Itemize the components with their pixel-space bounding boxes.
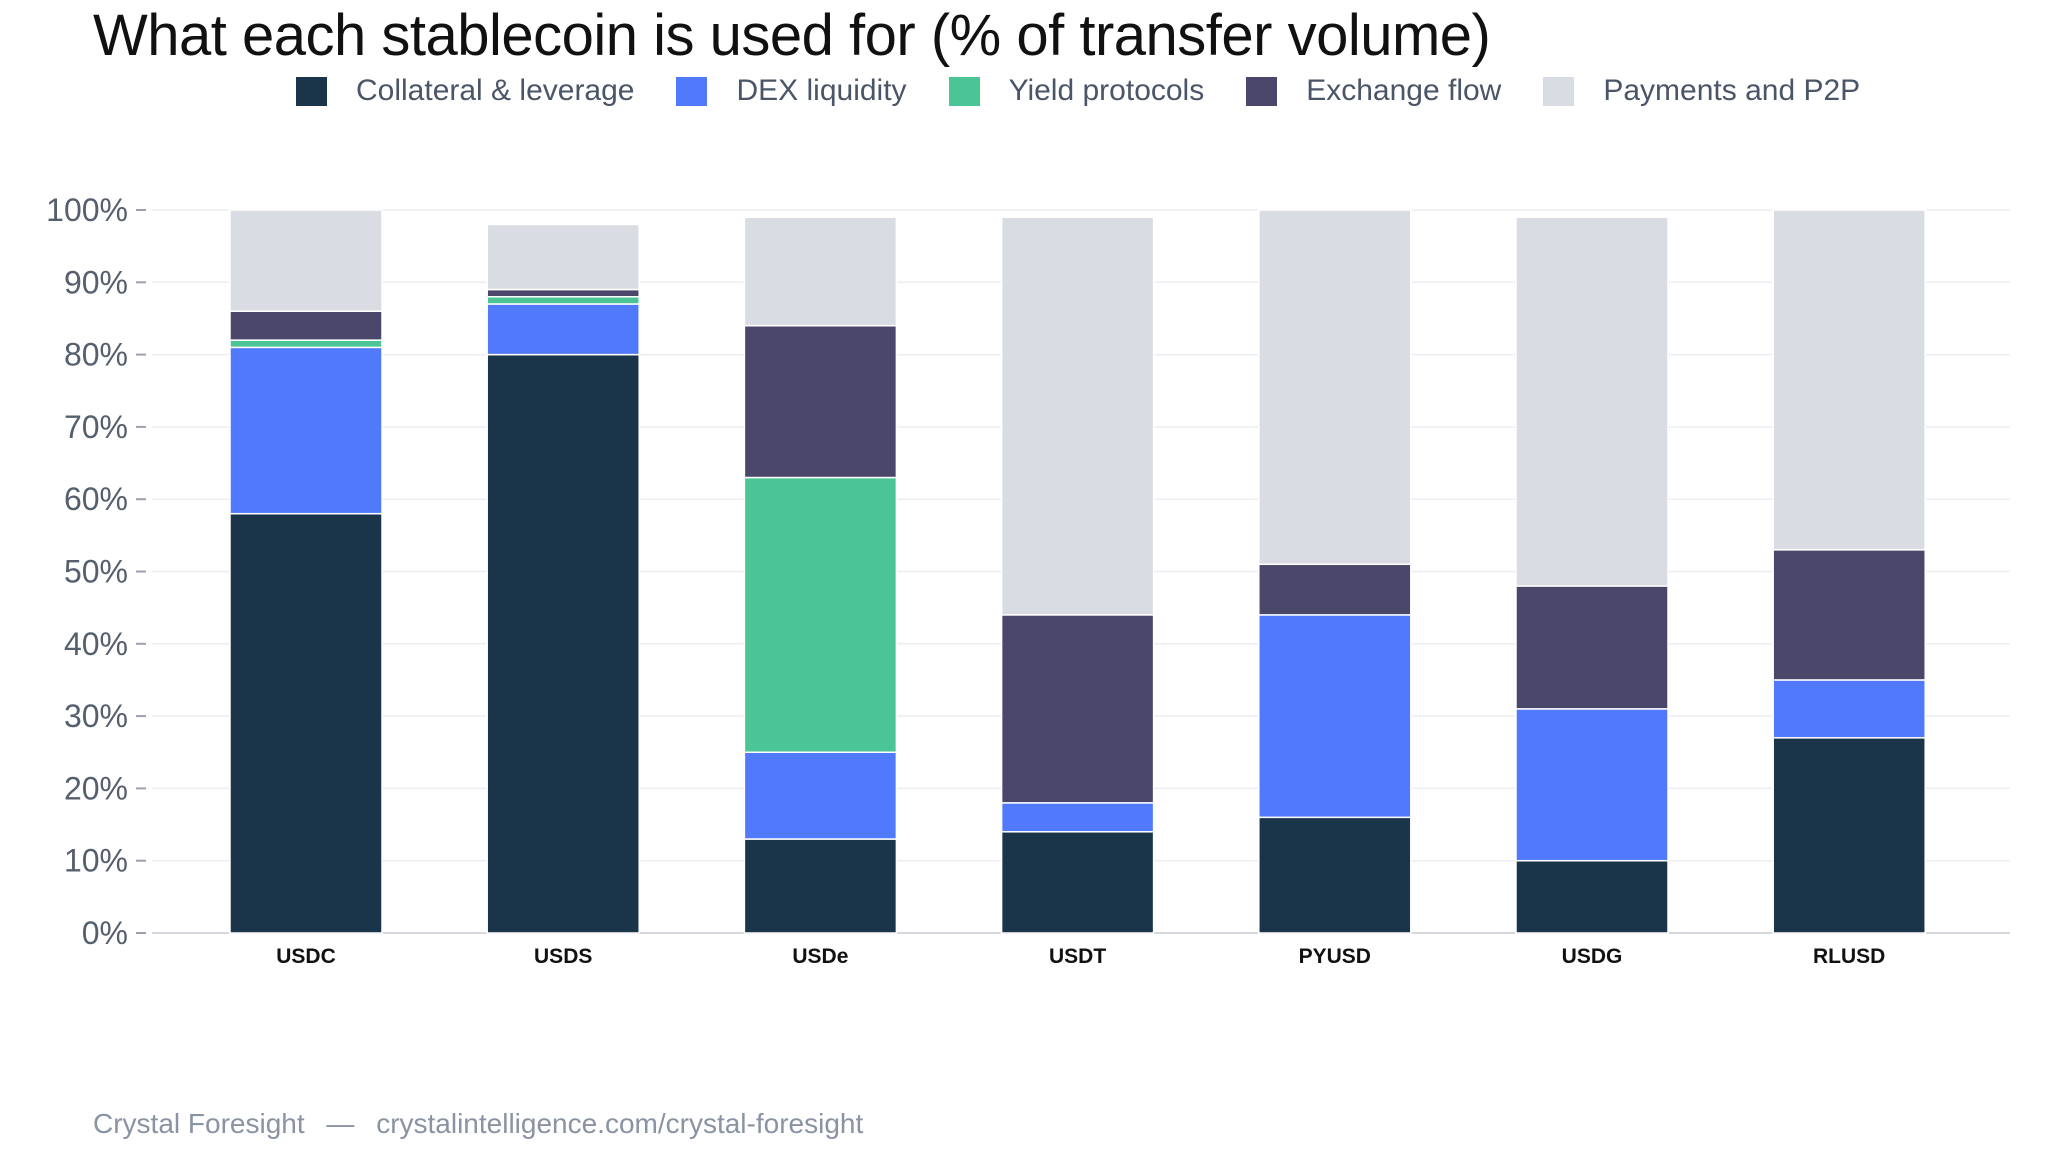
bar-stack-rlusd: [1772, 209, 1926, 934]
x-tick-label: USDT: [1049, 945, 1106, 968]
bar-segment: [743, 216, 898, 327]
legend-item: Yield protocols: [948, 74, 1205, 108]
y-tick-label: 40%: [64, 626, 128, 662]
bar-stack-usdc: [229, 209, 383, 934]
bar-segment: [1000, 802, 1155, 833]
y-tick-label: 20%: [64, 770, 128, 806]
legend-swatch: [1543, 76, 1575, 106]
x-tick-label: USDS: [534, 945, 592, 968]
bar-segment: [1000, 614, 1155, 804]
chart-legend: Collateral & leverage DEX liquidity Yield …: [296, 74, 1902, 108]
y-tick-label: 0%: [82, 915, 128, 951]
bar-segment: [229, 339, 383, 349]
bar-stack-usdt: [1000, 216, 1155, 934]
footer: Crystal Foresight — crystalintelligence.…: [93, 1108, 863, 1140]
bar-stack-usds: [486, 223, 640, 934]
bar-segment: [1772, 209, 1926, 551]
x-tick-label: RLUSD: [1813, 945, 1885, 968]
bar-segment: [1258, 816, 1412, 934]
bar-segment: [1000, 831, 1155, 934]
bar-segment: [1515, 585, 1669, 710]
y-tick-label: 60%: [64, 481, 128, 517]
legend-label: Yield protocols: [1008, 74, 1205, 107]
legend-swatch: [296, 76, 327, 106]
bar-segment: [743, 751, 898, 840]
bar-segment: [1000, 216, 1155, 616]
bar-segment: [1772, 549, 1926, 681]
footer-source: Crystal Foresight: [93, 1108, 305, 1139]
legend-item: DEX liquidity: [676, 74, 907, 108]
legend-item: Collateral & leverage: [296, 74, 634, 108]
chart-title: What each stablecoin is used for (% of t…: [93, 3, 1491, 68]
bars: [229, 209, 1926, 934]
y-tick-label: 100%: [46, 192, 128, 228]
bar-segment: [229, 346, 383, 515]
bar-segment: [229, 512, 383, 934]
legend-label: Payments and P2P: [1603, 74, 1861, 107]
y-tick-label: 80%: [64, 337, 128, 373]
y-tick-label: 30%: [64, 698, 128, 734]
legend-label: Collateral & leverage: [356, 74, 635, 107]
bar-segment: [1258, 209, 1412, 566]
y-axis: 0% 10% 20% 30% 40% 50% 60% 70% 80% 90% 100%: [46, 192, 146, 951]
bar-segment: [1515, 708, 1669, 862]
y-tick-label: 10%: [64, 843, 128, 879]
bar-segment: [229, 310, 383, 341]
footer-url: crystalintelligence.com/crystal-foresigh…: [376, 1108, 864, 1139]
y-tick-label: 50%: [64, 554, 128, 590]
y-tick-label: 90%: [64, 264, 128, 300]
bar-segment: [1258, 614, 1412, 819]
bar-segment: [1772, 679, 1926, 739]
x-tick-label: USDC: [276, 945, 336, 968]
x-tick-label: PYUSD: [1299, 945, 1371, 968]
bar-segment: [743, 324, 898, 479]
bar-segment: [229, 209, 383, 312]
legend-item: Payments and P2P: [1543, 74, 1860, 108]
y-tick-label: 70%: [64, 409, 128, 445]
legend-swatch: [1246, 76, 1278, 106]
bar-segment: [1258, 563, 1412, 616]
bar-segment: [486, 296, 640, 305]
footer-separator: —: [326, 1108, 355, 1139]
bar-segment: [743, 476, 898, 753]
bar-stack-usde: [743, 216, 898, 934]
bar-segment: [486, 288, 640, 298]
x-tick-label: USDG: [1562, 945, 1623, 968]
bar-stack-usdg: [1515, 216, 1669, 934]
legend-item: Exchange flow: [1246, 74, 1501, 108]
bar-segment: [486, 303, 640, 356]
bar-segment: [1515, 216, 1669, 587]
legend-label: Exchange flow: [1306, 74, 1502, 107]
bar-segment: [486, 353, 640, 934]
bar-stack-pyusd: [1258, 209, 1412, 934]
bar-segment: [743, 838, 898, 934]
x-axis-labels: USDC USDS USDe USDT PYUSD USDG RLUSD: [276, 945, 1885, 968]
bar-segment: [486, 223, 640, 291]
x-tick-label: USDe: [792, 945, 848, 968]
bar-segment: [1772, 737, 1926, 934]
bar-segment: [1515, 859, 1669, 934]
legend-swatch: [948, 76, 980, 106]
legend-swatch: [676, 76, 708, 106]
legend-label: DEX liquidity: [736, 74, 907, 107]
